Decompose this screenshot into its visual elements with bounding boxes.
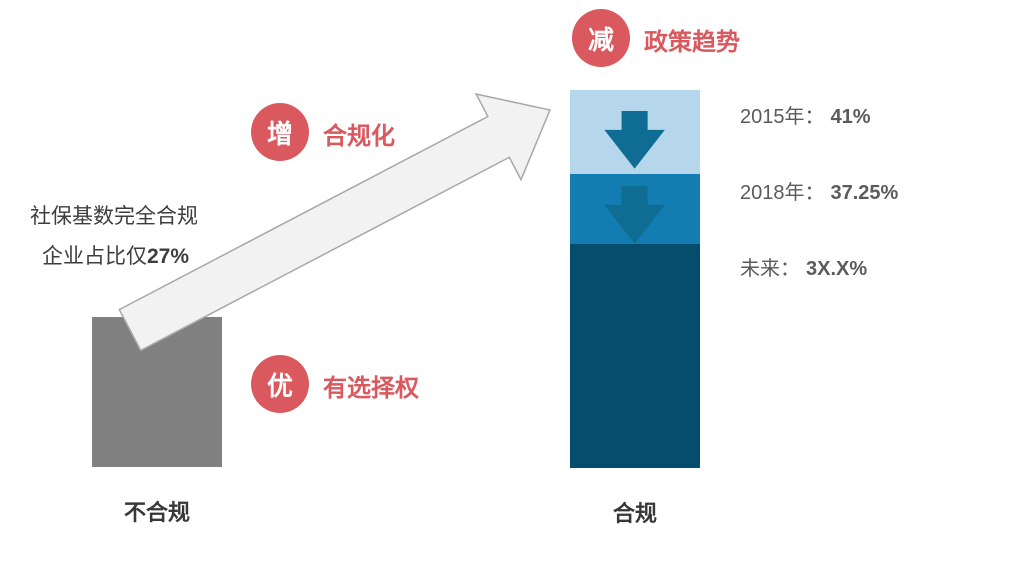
diagonal-arrow	[0, 0, 1018, 568]
badge-zeng-label: 合规化	[323, 116, 395, 151]
down-arrow-1	[601, 111, 668, 170]
stat-line: 未来： 3X.X%	[740, 252, 898, 280]
badge-zeng: 增	[251, 103, 309, 161]
stat-prefix: 2015年：	[740, 100, 825, 129]
badge-jian: 减	[572, 9, 630, 67]
right-axis-label: 合规	[570, 496, 700, 528]
right-bar-segment	[570, 244, 700, 468]
badge-jian-label: 政策趋势	[644, 22, 740, 57]
stat-line: 2018年： 37.25%	[740, 176, 898, 204]
badge-jian-char: 减	[588, 20, 614, 57]
left-axis-label: 不合规	[92, 495, 222, 527]
down-arrow-2	[601, 186, 668, 245]
left-note-line2: 企业占比仅27%	[30, 240, 198, 270]
badge-zeng-char: 增	[267, 114, 293, 151]
stat-value: 41%	[831, 106, 871, 129]
left-note-line1: 社保基数完全合规	[30, 200, 198, 230]
badge-you-char: 优	[267, 366, 293, 403]
stat-value: 37.25%	[831, 182, 899, 205]
stat-prefix: 未来：	[740, 252, 800, 281]
stats-block: 2015年： 41% 2018年： 37.25% 未来： 3X.X%	[740, 100, 898, 280]
left-note: 社保基数完全合规 企业占比仅27%	[30, 200, 198, 270]
stat-value: 3X.X%	[806, 258, 867, 281]
stat-prefix: 2018年：	[740, 176, 825, 205]
badge-you-label: 有选择权	[323, 368, 419, 403]
left-bar	[92, 317, 222, 467]
left-note-line2-value: 27%	[147, 245, 189, 268]
badge-you: 优	[251, 355, 309, 413]
left-note-line2-prefix: 企业占比仅	[42, 245, 147, 268]
stat-line: 2015年： 41%	[740, 100, 898, 128]
